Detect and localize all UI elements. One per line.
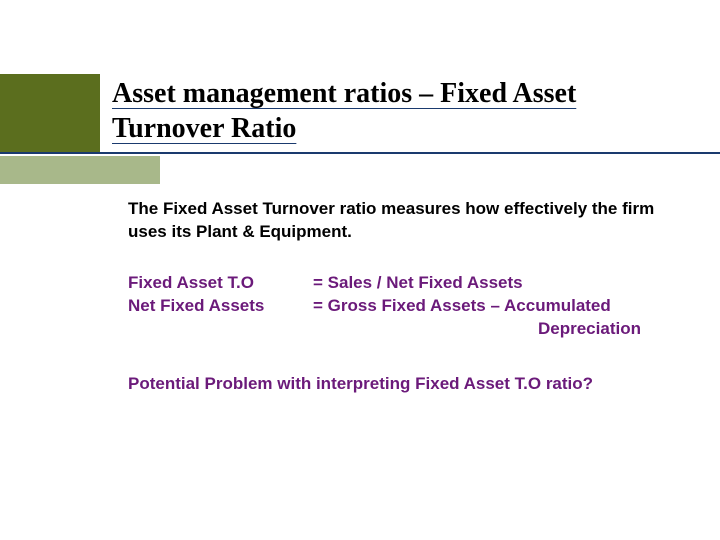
header-sub-accent-block — [0, 156, 160, 184]
formula-section: Fixed Asset T.O Net Fixed Assets = Sales… — [128, 272, 668, 341]
intro-text: The Fixed Asset Turnover ratio measures … — [128, 198, 668, 244]
formula-values: = Sales / Net Fixed Assets = Gross Fixed… — [313, 272, 641, 341]
formula-label-2: Net Fixed Assets — [128, 295, 313, 318]
formula-label-1: Fixed Asset T.O — [128, 272, 313, 295]
slide-content: The Fixed Asset Turnover ratio measures … — [128, 198, 668, 396]
formula-value-1: = Sales / Net Fixed Assets — [313, 272, 641, 295]
formula-value-2: = Gross Fixed Assets – Accumulated — [313, 295, 641, 318]
header-accent-block — [0, 74, 100, 152]
potential-problem-text: Potential Problem with interpreting Fixe… — [128, 373, 668, 396]
title-underline — [0, 152, 720, 154]
formula-labels: Fixed Asset T.O Net Fixed Assets — [128, 272, 313, 341]
slide-title: Asset management ratios – Fixed Asset Tu… — [112, 76, 672, 146]
formula-value-3: Depreciation — [313, 318, 641, 341]
